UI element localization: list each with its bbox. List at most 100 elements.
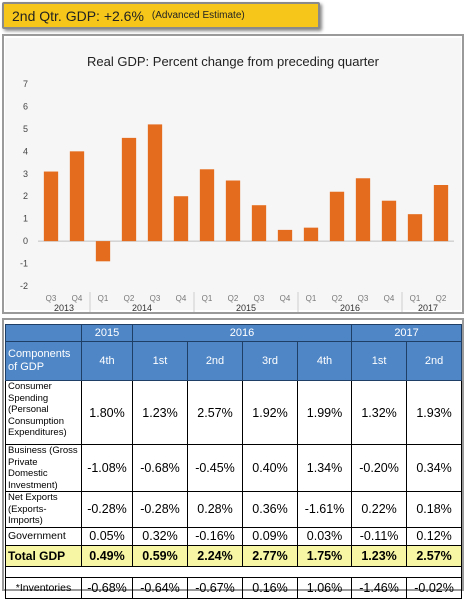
table-cell: -0.68% (81, 576, 133, 599)
headline-subtitle: (Advanced Estimate) (151, 10, 245, 21)
table-cell: -1.08% (81, 444, 133, 492)
table-cell: 0.22% (351, 491, 408, 528)
y-tick-label: 5 (23, 124, 28, 134)
table-cell: -0.02% (406, 576, 463, 599)
x-tick-label: Q3 (358, 294, 369, 303)
x-tick-label: Q1 (202, 294, 213, 303)
table-cell: 1.99% (296, 380, 353, 445)
bar (355, 178, 371, 242)
bar (173, 196, 189, 242)
year-2017: 2017 (351, 324, 463, 342)
headline-title: 2nd Qtr. GDP: +2.6% (12, 7, 144, 24)
year-group-label: 2014 (132, 303, 152, 312)
y-tick-label: 7 (23, 79, 28, 89)
x-tick-label: Q1 (306, 294, 317, 303)
spacer-cell (81, 565, 463, 577)
table-cell: 0.12% (406, 526, 463, 546)
row-label: Net Exports (Exports-Imports) (5, 491, 82, 528)
row-label: Government (5, 526, 82, 546)
components-header: Components of GDP (5, 341, 82, 381)
x-tick-label: Q2 (124, 294, 135, 303)
x-tick-label: Q3 (46, 294, 57, 303)
table-row-business: Business (Gross Private Domestic Investm… (5, 444, 463, 492)
total-label: Total GDP (5, 544, 82, 567)
table-cell: -0.20% (351, 444, 408, 492)
y-tick-label: 0 (23, 236, 28, 246)
table-cell: 0.34% (406, 444, 463, 492)
x-tick-label: Q3 (150, 294, 161, 303)
table-cell: 1.23% (132, 380, 188, 445)
table-cell: 0.09% (242, 526, 298, 546)
bar (43, 171, 59, 242)
y-tick-label: 3 (23, 169, 28, 179)
gdp-bar-chart: Real GDP: Percent change from preceding … (20, 54, 454, 312)
year-header-blank (5, 324, 82, 342)
year-group-label: 2017 (418, 303, 438, 312)
table-cell: 0.32% (132, 526, 188, 546)
chart-panel: Real GDP: Percent change from preceding … (2, 34, 464, 314)
table-cell: 0.40% (242, 444, 298, 492)
year-header-row: 2015 2016 2017 (5, 324, 463, 342)
table-cell: 0.18% (406, 491, 463, 528)
table-cell: -0.28% (132, 491, 188, 528)
table-cell: -0.45% (187, 444, 243, 492)
bar (277, 229, 293, 242)
table-row-consumer-spending: Consumer Spending (Personal Consumption … (5, 380, 463, 445)
table-cell: 1.32% (351, 380, 408, 445)
year-group-label: 2015 (236, 303, 256, 312)
x-tick-label: Q2 (436, 294, 447, 303)
y-tick-label: 6 (23, 101, 28, 111)
quarter-header: 4th (296, 341, 353, 381)
x-tick-label: Q1 (410, 294, 421, 303)
y-tick-label: 1 (23, 214, 28, 224)
bar (251, 205, 267, 242)
y-tick-label: -1 (20, 259, 28, 269)
table-cell: -1.46% (351, 576, 408, 599)
table-row-net-exports: Net Exports (Exports-Imports) -0.28% -0.… (5, 491, 463, 528)
table-cell: 1.06% (296, 576, 353, 599)
table-cell: -0.68% (132, 444, 188, 492)
table-cell: -0.11% (351, 526, 408, 546)
table-cell: 0.16% (242, 576, 298, 599)
row-label: *Inventories (5, 576, 82, 599)
bar (95, 241, 111, 262)
bar (147, 124, 163, 242)
y-tick-label: -2 (20, 281, 28, 291)
bar (329, 191, 345, 242)
x-tick-label: Q3 (254, 294, 265, 303)
total-cell: 1.75% (296, 544, 353, 567)
table-cell: -0.67% (187, 576, 243, 599)
table-cell: -0.28% (81, 491, 133, 528)
year-2016: 2016 (131, 324, 353, 342)
x-tick-label: Q4 (384, 294, 395, 303)
quarter-header: 1st (351, 341, 408, 381)
quarter-header-row: Components of GDP 4th 1st 2nd 3rd 4th 1s… (5, 341, 463, 381)
total-cell: 2.77% (242, 544, 298, 567)
bar (69, 151, 85, 242)
x-tick-label: Q2 (228, 294, 239, 303)
y-tick-label: 2 (23, 191, 28, 201)
year-2015: 2015 (81, 324, 133, 342)
gdp-components-table: 2015 2016 2017 Components of GDP 4th 1st… (5, 324, 463, 599)
table-cell: -0.16% (187, 526, 243, 546)
total-cell: 1.23% (351, 544, 408, 567)
table-cell: 0.05% (81, 526, 133, 546)
table-cell: -1.61% (296, 491, 353, 528)
quarter-header: 2nd (406, 341, 463, 381)
quarter-header: 2nd (187, 341, 243, 381)
total-cell: 2.57% (406, 544, 463, 567)
total-cell: 2.24% (187, 544, 243, 567)
bar (225, 180, 241, 242)
quarter-header: 4th (81, 341, 133, 381)
row-label: Consumer Spending (Personal Consumption … (5, 380, 82, 445)
x-tick-label: Q2 (332, 294, 343, 303)
bar (121, 137, 137, 242)
table-row-total-gdp: Total GDP 0.49% 0.59% 2.24% 2.77% 1.75% … (5, 544, 463, 567)
chart-title: Real GDP: Percent change from preceding … (87, 54, 380, 69)
table-cell: 1.80% (81, 380, 133, 445)
table-cell: 1.34% (296, 444, 353, 492)
x-tick-label: Q1 (98, 294, 109, 303)
quarter-header: 3rd (242, 341, 298, 381)
total-cell: 0.49% (81, 544, 133, 567)
year-group-label: 2013 (54, 303, 74, 312)
